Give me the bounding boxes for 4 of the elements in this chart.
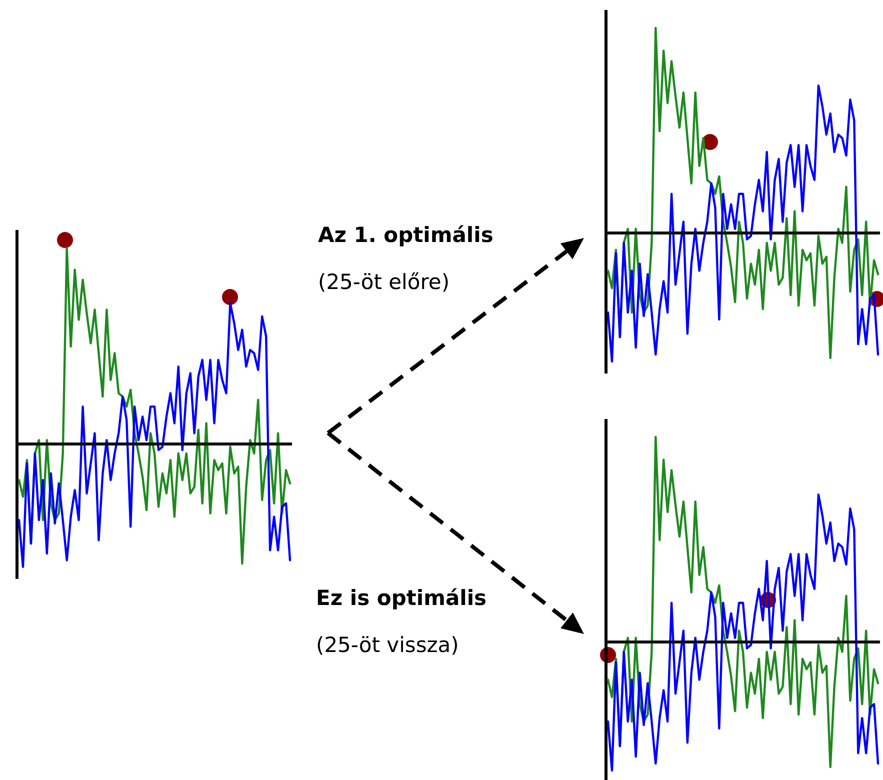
text: Az 1. optimális xyxy=(318,223,494,247)
text: (25-öt vissza) xyxy=(316,633,459,657)
text: (25-öt előre) xyxy=(318,270,450,294)
text: Ez is optimális xyxy=(316,586,487,610)
